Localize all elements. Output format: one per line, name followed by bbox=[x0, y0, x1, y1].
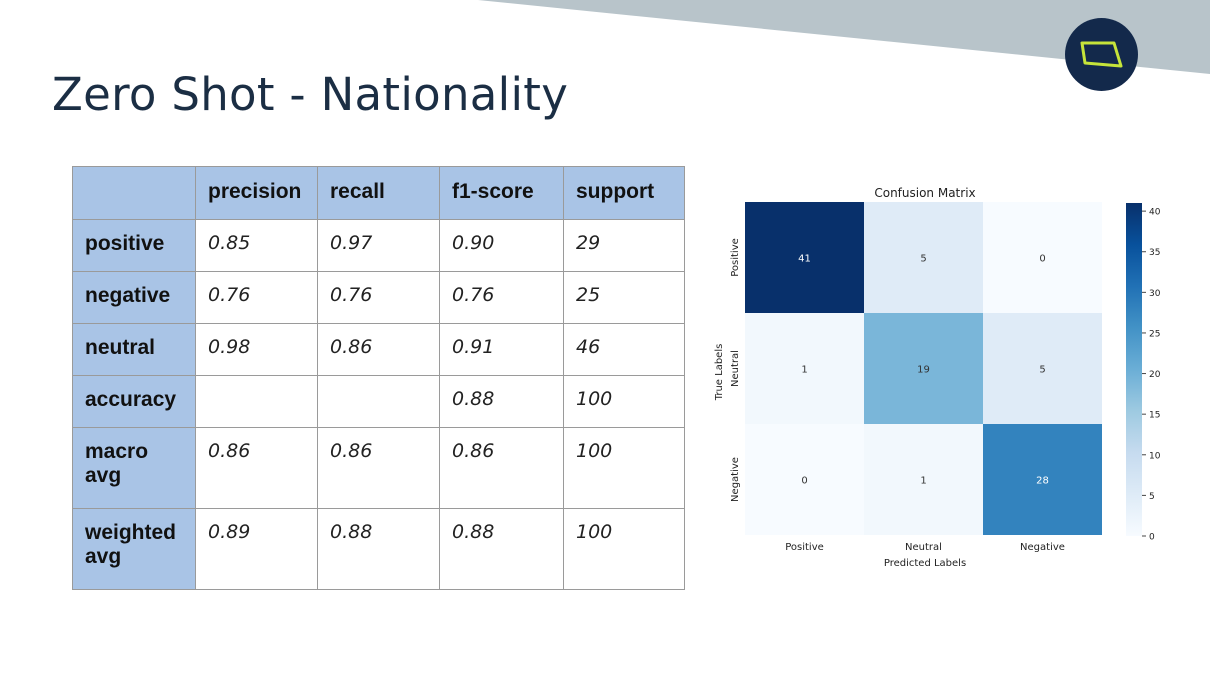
y-axis-label: True Labels bbox=[714, 344, 725, 402]
heatmap-cell bbox=[864, 202, 983, 313]
heatmap-cell bbox=[745, 313, 864, 424]
header-banner bbox=[478, 0, 1210, 74]
cell-value-label: 1 bbox=[801, 365, 807, 376]
chart-title: Confusion Matrix bbox=[874, 186, 975, 200]
cell-f1: 0.86 bbox=[439, 427, 564, 509]
cell-recall bbox=[317, 375, 440, 428]
x-tick-label: Neutral bbox=[905, 542, 942, 553]
heatmap-cell bbox=[864, 424, 983, 535]
table-row: accuracy 0.88 100 bbox=[72, 375, 685, 428]
cell-f1: 0.88 bbox=[439, 508, 564, 590]
cell-f1: 0.90 bbox=[439, 219, 564, 272]
x-axis-label: Predicted Labels bbox=[884, 558, 966, 569]
cell-precision: 0.86 bbox=[195, 427, 318, 509]
cell-value-label: 5 bbox=[1039, 365, 1045, 376]
cell-recall: 0.97 bbox=[317, 219, 440, 272]
cell-support: 100 bbox=[563, 375, 685, 428]
y-tick-label: Positive bbox=[730, 238, 741, 277]
table-row: neutral 0.98 0.86 0.91 46 bbox=[72, 323, 685, 376]
cell-value-label: 5 bbox=[920, 254, 926, 265]
cell-value-label: 1 bbox=[920, 476, 926, 487]
heatmap-cell bbox=[864, 313, 983, 424]
table-row: macro avg 0.86 0.86 0.86 100 bbox=[72, 427, 685, 509]
cell-f1: 0.88 bbox=[439, 375, 564, 428]
heatmap-cell bbox=[983, 202, 1102, 313]
cell-value-label: 41 bbox=[798, 254, 811, 265]
colorbar-tick-label: 0 bbox=[1149, 533, 1155, 543]
colorbar bbox=[1126, 203, 1142, 536]
cell-recall: 0.86 bbox=[317, 427, 440, 509]
row-label: neutral bbox=[72, 323, 196, 376]
classification-report-table: precision recall f1-score support positi… bbox=[72, 166, 685, 590]
cell-support: 25 bbox=[563, 271, 685, 324]
colorbar-tick-label: 20 bbox=[1149, 370, 1161, 380]
cell-support: 100 bbox=[563, 508, 685, 590]
table-row: negative 0.76 0.76 0.76 25 bbox=[72, 271, 685, 324]
cell-precision: 0.76 bbox=[195, 271, 318, 324]
row-label: weighted avg bbox=[72, 508, 196, 590]
heatmap-cell bbox=[983, 313, 1102, 424]
confusion-matrix-chart: Confusion Matrix Predicted Labels True L… bbox=[714, 186, 1161, 569]
colorbar-tick-label: 5 bbox=[1149, 492, 1155, 502]
row-label: positive bbox=[72, 219, 196, 272]
cell-support: 100 bbox=[563, 427, 685, 509]
cell-f1: 0.91 bbox=[439, 323, 564, 376]
table-row: positive 0.85 0.97 0.90 29 bbox=[72, 219, 685, 272]
column-header bbox=[72, 166, 196, 220]
x-tick-label: Positive bbox=[785, 542, 824, 553]
column-header: support bbox=[563, 166, 685, 220]
heatmap-cell bbox=[745, 424, 864, 535]
cell-support: 46 bbox=[563, 323, 685, 376]
heatmap-cell bbox=[745, 202, 864, 313]
cell-recall: 0.76 bbox=[317, 271, 440, 324]
row-label: macro avg bbox=[72, 427, 196, 509]
cell-precision bbox=[195, 375, 318, 428]
cell-recall: 0.86 bbox=[317, 323, 440, 376]
cell-precision: 0.89 bbox=[195, 508, 318, 590]
y-tick-label: Negative bbox=[730, 457, 741, 502]
row-label: accuracy bbox=[72, 375, 196, 428]
cell-recall: 0.88 bbox=[317, 508, 440, 590]
heatmap-cell bbox=[983, 424, 1102, 535]
table-row: weighted avg 0.89 0.88 0.88 100 bbox=[72, 508, 685, 590]
table-header-row: precision recall f1-score support bbox=[72, 166, 685, 220]
cell-precision: 0.85 bbox=[195, 219, 318, 272]
colorbar-tick-label: 40 bbox=[1149, 208, 1161, 218]
cell-support: 29 bbox=[563, 219, 685, 272]
y-tick-label: Neutral bbox=[730, 350, 741, 387]
colorbar-tick-label: 35 bbox=[1149, 248, 1160, 258]
x-tick-label: Negative bbox=[1020, 542, 1065, 553]
cell-precision: 0.98 bbox=[195, 323, 318, 376]
cell-f1: 0.76 bbox=[439, 271, 564, 324]
colorbar-tick-label: 30 bbox=[1149, 289, 1161, 299]
column-header: recall bbox=[317, 166, 440, 220]
cell-value-label: 0 bbox=[1039, 254, 1045, 265]
column-header: f1-score bbox=[439, 166, 564, 220]
cell-value-label: 19 bbox=[917, 365, 930, 376]
cell-value-label: 0 bbox=[801, 476, 807, 487]
column-header: precision bbox=[195, 166, 318, 220]
colorbar-tick-label: 10 bbox=[1149, 451, 1161, 461]
colorbar-tick-label: 25 bbox=[1149, 329, 1160, 339]
page-title: Zero Shot - Nationality bbox=[52, 68, 569, 121]
colorbar-tick-label: 15 bbox=[1149, 411, 1160, 421]
cell-value-label: 28 bbox=[1036, 476, 1049, 487]
logo-icon bbox=[1065, 18, 1138, 91]
row-label: negative bbox=[72, 271, 196, 324]
